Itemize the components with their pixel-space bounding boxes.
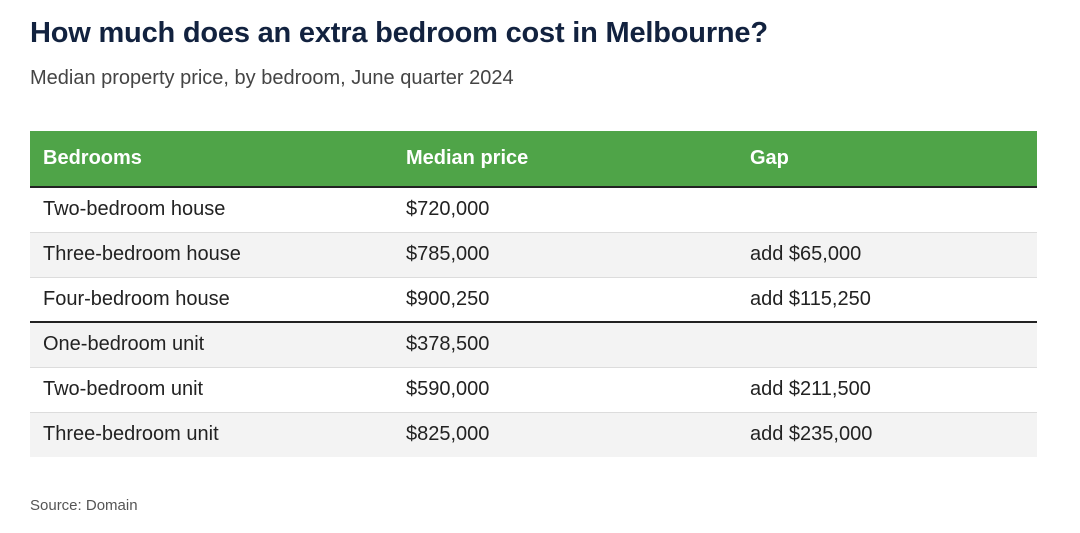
cell-bedrooms: One-bedroom unit	[30, 322, 393, 368]
cell-median-price: $785,000	[393, 232, 737, 278]
table-row: Two-bedroom house $720,000	[30, 187, 1037, 233]
cell-gap	[737, 322, 1037, 368]
cell-gap: add $235,000	[737, 412, 1037, 457]
table-row: One-bedroom unit $378,500	[30, 322, 1037, 368]
cell-bedrooms: Four-bedroom house	[30, 277, 393, 323]
table-row: Two-bedroom unit $590,000 add $211,500	[30, 367, 1037, 413]
chart-subtitle: Median property price, by bedroom, June …	[30, 67, 514, 89]
column-header-median-price: Median price	[393, 131, 737, 188]
table-row: Four-bedroom house $900,250 add $115,250	[30, 277, 1037, 323]
cell-median-price: $720,000	[393, 187, 737, 233]
price-table: Bedrooms Median price Gap Two-bedroom ho…	[30, 131, 1037, 457]
cell-median-price: $825,000	[393, 412, 737, 457]
cell-median-price: $378,500	[393, 322, 737, 368]
cell-bedrooms: Two-bedroom house	[30, 187, 393, 233]
cell-gap: add $65,000	[737, 232, 1037, 278]
cell-bedrooms: Three-bedroom unit	[30, 412, 393, 457]
cell-gap	[737, 187, 1037, 233]
cell-bedrooms: Two-bedroom unit	[30, 367, 393, 413]
cell-median-price: $590,000	[393, 367, 737, 413]
cell-bedrooms: Three-bedroom house	[30, 232, 393, 278]
table-row: Three-bedroom unit $825,000 add $235,000	[30, 412, 1037, 457]
chart-title: How much does an extra bedroom cost in M…	[30, 17, 768, 49]
column-header-bedrooms: Bedrooms	[30, 131, 393, 188]
table-row: Three-bedroom house $785,000 add $65,000	[30, 232, 1037, 278]
table-header-row: Bedrooms Median price Gap	[30, 131, 1037, 188]
cell-gap: add $211,500	[737, 367, 1037, 413]
column-header-gap: Gap	[737, 131, 1037, 188]
source-note: Source: Domain	[30, 497, 138, 514]
cell-median-price: $900,250	[393, 277, 737, 323]
cell-gap: add $115,250	[737, 277, 1037, 323]
